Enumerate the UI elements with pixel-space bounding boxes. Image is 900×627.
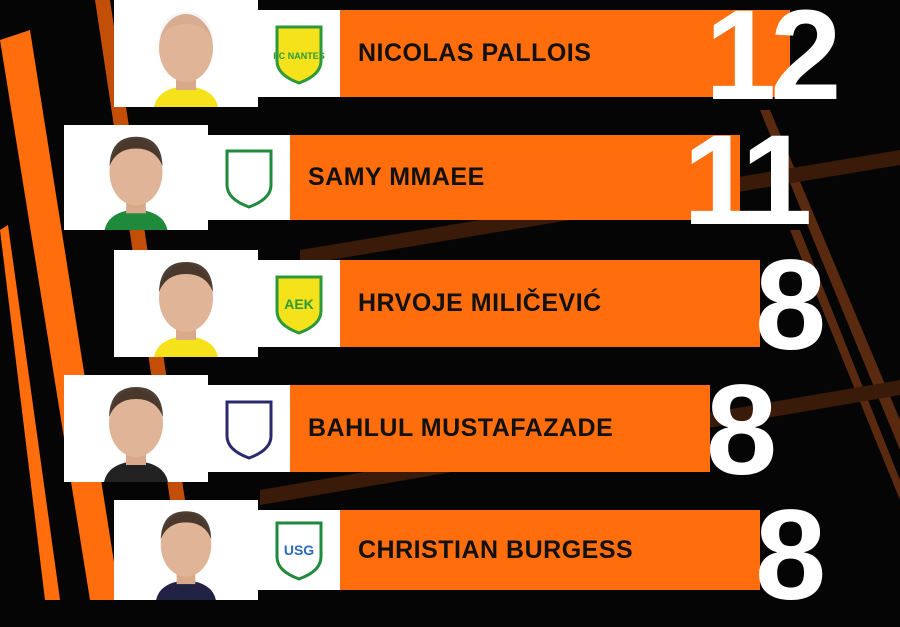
club-logo-text: FC NANTES xyxy=(273,51,325,61)
club-logo-text: USG xyxy=(284,542,314,558)
stat-value: 8 xyxy=(706,359,777,502)
player-row: BAHLUL MUSTAFAZADE 8 xyxy=(0,367,900,495)
name-bar: BAHLUL MUSTAFAZADE xyxy=(290,385,710,472)
club-logo xyxy=(208,385,290,472)
club-logo-text: AEK xyxy=(284,296,314,312)
club-logo xyxy=(208,135,290,220)
name-bar: SAMY MMAEE xyxy=(290,135,740,220)
club-logo: AEK xyxy=(258,260,340,347)
union-sg-crest-icon: USG xyxy=(275,521,323,581)
player-name: SAMY MMAEE xyxy=(308,163,485,191)
player-name: CHRISTIAN BURGESS xyxy=(358,535,634,564)
player-row: FC NANTES NICOLAS PALLOIS 12 xyxy=(0,0,900,120)
player-photo xyxy=(114,500,258,600)
ferencvaros-crest-icon xyxy=(225,149,273,209)
fc-nantes-crest-icon: FC NANTES xyxy=(273,25,325,85)
player-photo xyxy=(64,125,208,230)
stat-value: 8 xyxy=(755,484,826,627)
player-row: USG CHRISTIAN BURGESS 8 xyxy=(0,492,900,620)
player-name: NICOLAS PALLOIS xyxy=(358,39,592,67)
player-name: BAHLUL MUSTAFAZADE xyxy=(308,414,614,442)
player-photo xyxy=(64,375,208,482)
stat-value: 12 xyxy=(705,0,841,127)
player-name: HRVOJE MILIČEVIĆ xyxy=(358,289,602,317)
stat-value: 11 xyxy=(683,109,812,252)
player-photo xyxy=(114,0,258,107)
name-bar: HRVOJE MILIČEVIĆ xyxy=(340,260,760,347)
name-bar: NICOLAS PALLOIS xyxy=(340,10,790,97)
qarabag-crest-icon xyxy=(225,400,273,460)
name-bar: CHRISTIAN BURGESS xyxy=(340,510,760,590)
stat-value: 8 xyxy=(755,234,826,377)
player-row: AEK HRVOJE MILIČEVIĆ 8 xyxy=(0,242,900,370)
aek-larnaca-crest-icon: AEK xyxy=(275,275,323,335)
club-logo: USG xyxy=(258,510,340,590)
club-logo: FC NANTES xyxy=(258,10,340,97)
player-row: SAMY MMAEE 11 xyxy=(0,117,900,245)
player-photo xyxy=(114,250,258,357)
